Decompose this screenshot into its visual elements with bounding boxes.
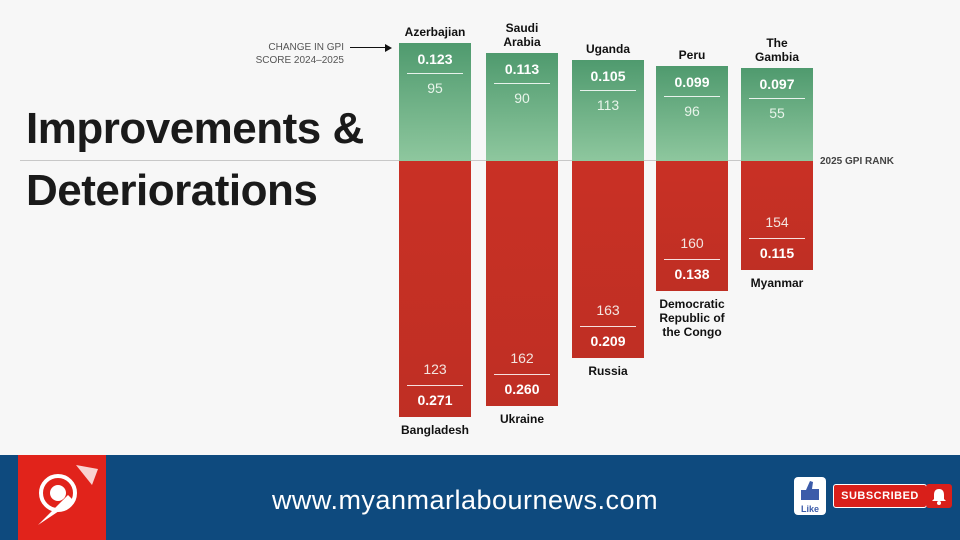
deterioration-country-name: Democratic xyxy=(659,297,725,311)
deterioration-separator xyxy=(580,326,636,327)
deterioration-change-value: 0.115 xyxy=(759,245,795,261)
chart-area: Improvements & Deteriorations CHANGE IN … xyxy=(20,21,894,437)
deterioration-separator xyxy=(494,374,550,375)
improvement-country-name: Saudi xyxy=(505,21,539,35)
deterioration-bar xyxy=(399,161,471,417)
improvement-bar xyxy=(399,43,471,161)
deterioration-country-name: Myanmar xyxy=(750,276,804,290)
deterioration-rank-value: 163 xyxy=(596,302,620,318)
improvement-change-value: 0.123 xyxy=(417,51,453,67)
deterioration-change-value: 0.209 xyxy=(590,333,626,349)
improvement-separator xyxy=(664,96,720,97)
improvement-rank-value: 90 xyxy=(514,90,530,106)
deterioration-bar xyxy=(741,161,813,270)
deterioration-bar xyxy=(656,161,728,291)
improvement-separator xyxy=(749,98,805,99)
chart-title-line-1: Improvements & xyxy=(26,104,364,153)
site-url-link[interactable]: www.myanmarlabournews.com xyxy=(271,485,659,515)
improvement-bar xyxy=(656,66,728,161)
deterioration-country-name: Russia xyxy=(588,364,628,378)
rank-annotation: 2025 GPI RANK xyxy=(820,156,894,167)
improvement-change-value: 0.113 xyxy=(504,61,540,77)
deterioration-rank-value: 160 xyxy=(680,235,704,251)
deterioration-change-value: 0.138 xyxy=(674,266,710,282)
deterioration-country-name: the Congo xyxy=(662,325,722,339)
chart-title-line-2: Deteriorations xyxy=(26,166,318,215)
deterioration-country-name: Ukraine xyxy=(499,412,545,426)
improvement-country-name: Arabia xyxy=(503,35,541,49)
improvement-change-value: 0.099 xyxy=(674,74,710,90)
like-thumb-icon[interactable]: Like xyxy=(793,476,827,516)
improvement-country-name: The xyxy=(766,36,788,50)
deterioration-change-value: 0.260 xyxy=(504,381,540,397)
logo-emblem-icon xyxy=(38,465,98,525)
deterioration-country-name: Bangladesh xyxy=(400,423,469,437)
deterioration-bar xyxy=(572,161,644,358)
annotation-arrow-icon xyxy=(385,44,392,52)
deterioration-separator xyxy=(664,259,720,260)
improvement-change-value: 0.097 xyxy=(759,76,795,92)
improvement-country-name: Azerbajian xyxy=(404,25,466,39)
improvement-rank-value: 55 xyxy=(769,105,785,121)
improvement-bar xyxy=(572,60,644,161)
improvement-rank-value: 113 xyxy=(596,97,620,113)
improvement-country-name: Uganda xyxy=(585,42,630,56)
deterioration-rank-value: 154 xyxy=(765,214,789,230)
subscribe-button[interactable]: SUBSCRIBED xyxy=(833,484,927,508)
improvement-separator xyxy=(580,90,636,91)
deterioration-rank-value: 162 xyxy=(510,350,534,366)
improvement-bar xyxy=(486,53,558,161)
improvement-rank-value: 95 xyxy=(427,80,443,96)
deterioration-bar xyxy=(486,161,558,406)
deterioration-change-value: 0.271 xyxy=(417,392,453,408)
improvement-bar xyxy=(741,68,813,161)
improvement-change-value: 0.105 xyxy=(590,68,626,84)
annotation-arrow-line xyxy=(350,47,388,48)
deterioration-separator xyxy=(749,238,805,239)
deterioration-separator xyxy=(407,385,463,386)
change-label-line-2: SCORE 2024–2025 xyxy=(255,55,344,66)
improvement-rank-value: 96 xyxy=(684,103,700,119)
bell-icon[interactable] xyxy=(926,484,952,508)
deterioration-country-name: Republic of xyxy=(659,311,725,325)
change-label-line-1: CHANGE IN GPI xyxy=(268,42,344,53)
deterioration-rank-value: 123 xyxy=(423,361,447,377)
like-label: Like xyxy=(801,504,819,514)
improvement-separator xyxy=(494,83,550,84)
improvement-separator xyxy=(407,73,463,74)
improvement-country-name: Gambia xyxy=(754,50,799,64)
change-score-annotation: CHANGE IN GPI SCORE 2024–2025 xyxy=(222,41,344,67)
improvement-country-name: Peru xyxy=(678,48,706,62)
